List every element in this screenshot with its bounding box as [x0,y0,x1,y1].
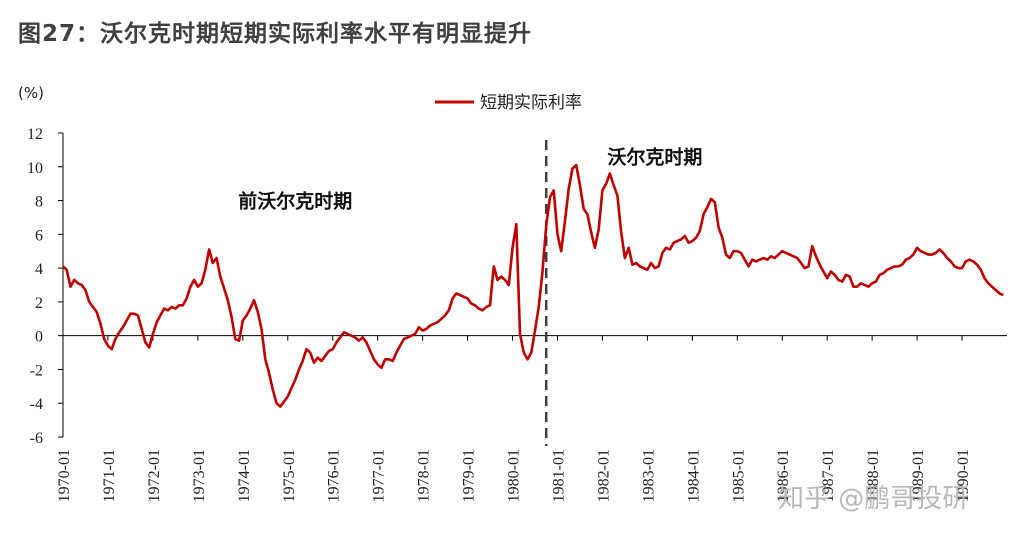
y-tick-label: 12 [27,126,43,143]
y-tick-label: 10 [27,160,43,177]
x-tick-label: 1987-01 [820,449,837,502]
y-tick-label: -4 [30,396,43,413]
x-tick-label: 1984-01 [685,449,702,502]
y-tick-label: -6 [30,430,43,447]
annotations: 前沃尔克时期 沃尔克时期 [238,145,702,212]
x-tick-label: 1980-01 [506,449,523,502]
x-tick-label: 1986-01 [775,449,792,502]
x-tick-label: 1981-01 [550,449,567,502]
x-tick-label: 1978-01 [416,449,433,502]
y-tick-label: 2 [35,295,43,312]
y-tick-label: 8 [35,194,43,211]
y-tick-label: 4 [35,261,43,278]
y-axis: -6 -4 -2 0 2 4 6 8 10 12 [27,126,64,447]
y-tick-label: -2 [30,362,43,379]
x-tick-label: 1977-01 [371,449,388,502]
legend-label: 短期实际利率 [480,93,582,113]
x-tick-label: 1985-01 [730,449,747,502]
period-annotation: 前沃尔克时期 [238,189,352,212]
x-tick-label: 1976-01 [326,449,343,502]
x-tick-label: 1988-01 [865,449,882,502]
x-tick-label: 1982-01 [595,449,612,502]
legend: 短期实际利率 [435,93,582,113]
y-axis-label: (%) [18,84,44,102]
x-tick-label: 1972-01 [146,449,163,502]
plot-area [62,140,1004,446]
x-axis: 1970-01 1971-01 1972-01 1973-01 1974-01 1975-… [56,335,1007,502]
watermark: 知乎 @鹏哥投研 [778,484,969,514]
y-tick-label: 0 [35,329,43,346]
period-annotation: 沃尔克时期 [607,145,702,168]
x-tick-label: 1975-01 [281,449,298,502]
x-tick-label: 1970-01 [56,449,73,502]
x-tick-label: 1971-01 [101,449,118,502]
x-tick-label: 1983-01 [640,449,657,502]
series-line [62,163,1004,408]
x-tick-label: 1974-01 [236,449,253,502]
x-tick-label: 1989-01 [910,449,927,502]
x-tick-label: 1990-01 [955,449,972,502]
figure-title: 图27：沃尔克时期短期实际利率水平有明显提升 [18,21,533,47]
x-tick-label: 1973-01 [191,449,208,502]
y-tick-label: 6 [35,227,43,244]
x-tick-label: 1979-01 [461,449,478,502]
